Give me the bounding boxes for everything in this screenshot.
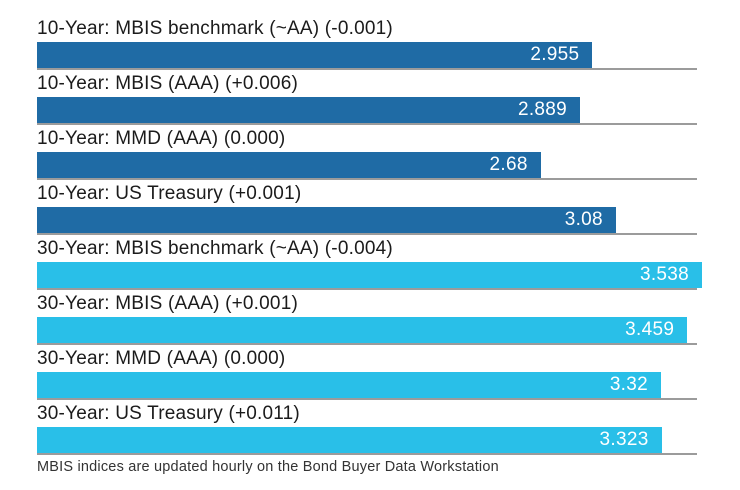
bar-value-label: 2.889 <box>517 99 567 120</box>
bar-value-label: 3.459 <box>625 319 675 340</box>
bar-value-label: 3.538 <box>639 264 689 285</box>
chart-row: 30-Year: MBIS benchmark (~AA) (-0.004) 3… <box>37 235 702 290</box>
chart-row: 30-Year: US Treasury (+0.011) 3.323 <box>37 400 702 455</box>
bar-label: 10-Year: MMD (AAA) (0.000) <box>37 127 286 149</box>
bar-label: 30-Year: US Treasury (+0.011) <box>37 402 300 424</box>
bar-value-label: 3.32 <box>609 374 648 395</box>
bar-label: 10-Year: US Treasury (+0.001) <box>37 182 302 204</box>
bar-label: 30-Year: MBIS benchmark (~AA) (-0.004) <box>37 237 393 259</box>
bar: 3.32 <box>37 372 661 398</box>
chart-row: 10-Year: MMD (AAA) (0.000) 2.68 <box>37 125 702 180</box>
gridline <box>37 453 697 455</box>
gridline <box>37 288 697 290</box>
bar: 3.538 <box>37 262 702 288</box>
bar: 3.459 <box>37 317 688 343</box>
bar: 2.955 <box>37 42 593 68</box>
gridline <box>37 233 697 235</box>
bar-value-label: 2.955 <box>530 44 580 65</box>
bar-label: 10-Year: MBIS benchmark (~AA) (-0.001) <box>37 17 393 39</box>
chart-row: 10-Year: MBIS (AAA) (+0.006) 2.889 <box>37 70 702 125</box>
gridline <box>37 178 697 180</box>
gridline <box>37 68 697 70</box>
bar-value-label: 3.323 <box>599 429 649 450</box>
chart-row: 10-Year: US Treasury (+0.001) 3.08 <box>37 180 702 235</box>
bar: 3.08 <box>37 207 616 233</box>
gridline <box>37 123 697 125</box>
chart-footnote: MBIS indices are updated hourly on the B… <box>37 459 499 475</box>
gridline <box>37 398 697 400</box>
gridline <box>37 343 697 345</box>
bar-label: 10-Year: MBIS (AAA) (+0.006) <box>37 72 298 94</box>
bar-label: 30-Year: MMD (AAA) (0.000) <box>37 347 286 369</box>
chart-row: 30-Year: MBIS (AAA) (+0.001) 3.459 <box>37 290 702 345</box>
bar-value-label: 3.08 <box>564 209 603 230</box>
bar: 2.889 <box>37 97 580 123</box>
bar-chart-rows: 10-Year: MBIS benchmark (~AA) (-0.001) 2… <box>37 15 702 455</box>
chart-row: 30-Year: MMD (AAA) (0.000) 3.32 <box>37 345 702 400</box>
bar: 2.68 <box>37 152 541 178</box>
bar-label: 30-Year: MBIS (AAA) (+0.001) <box>37 292 298 314</box>
bar: 3.323 <box>37 427 662 453</box>
chart-row: 10-Year: MBIS benchmark (~AA) (-0.001) 2… <box>37 15 702 70</box>
bar-value-label: 2.68 <box>489 154 528 175</box>
